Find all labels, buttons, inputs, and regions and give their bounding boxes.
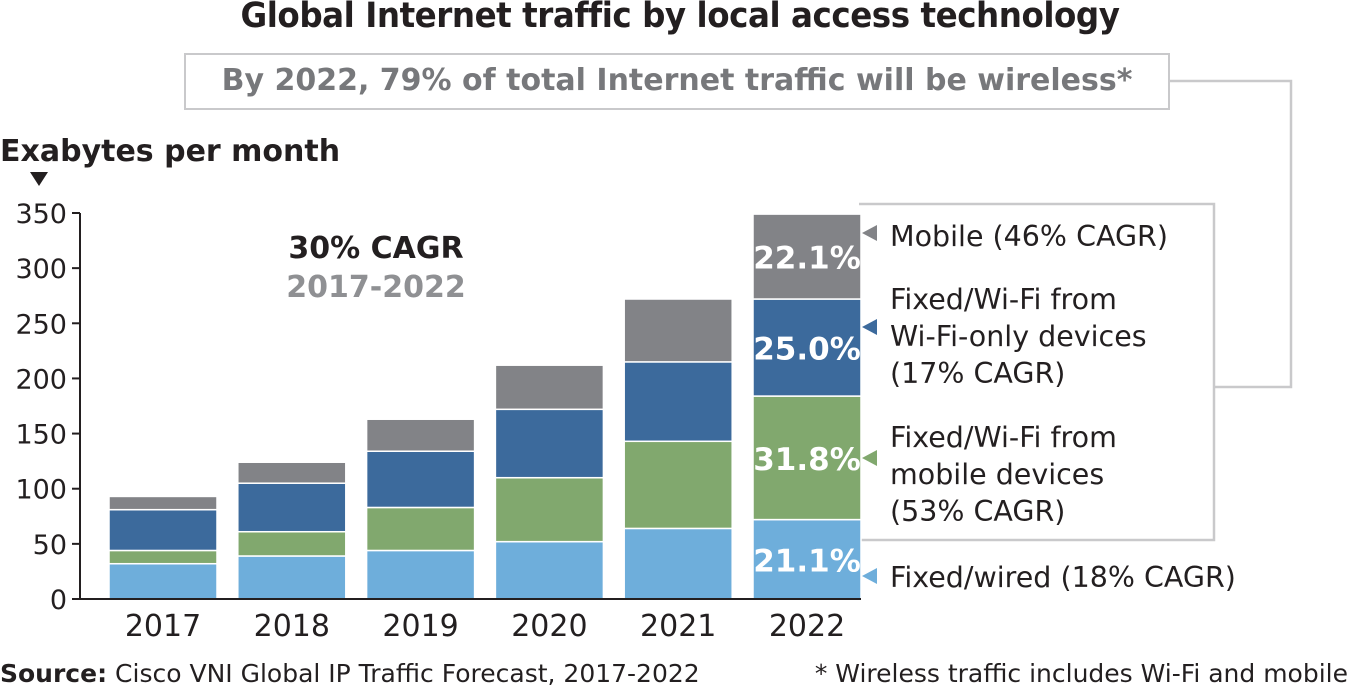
source-text: Cisco VNI Global IP Traffic Forecast, 20… <box>115 659 700 688</box>
legend-label: (53% CAGR) <box>890 495 1065 528</box>
chart-title: Global Internet traffic by local access … <box>240 0 1120 36</box>
y-tick-label: 100 <box>15 475 67 506</box>
bar-segment <box>494 408 605 479</box>
x-tick-label: 2019 <box>382 609 458 644</box>
bar-segment <box>752 518 862 600</box>
x-tick-label: 2021 <box>640 609 716 644</box>
bar-segment <box>494 540 605 600</box>
bar-segment <box>494 476 605 543</box>
cagr-period-label: 2017-2022 <box>286 270 465 305</box>
legend-label: Fixed/wired (18% CAGR) <box>890 561 1236 594</box>
subtitle-box: By 2022, 79% of total Internet traffic w… <box>184 53 1170 110</box>
legend-arrow-icon <box>862 319 877 335</box>
y-axis-arrow-icon <box>30 172 48 186</box>
bar-segment <box>623 527 733 600</box>
legend-label: Fixed/Wi-Fi from <box>890 283 1117 316</box>
x-tick-label: 2017 <box>125 609 201 644</box>
footnote: * Wireless traffic includes Wi-Fi and mo… <box>814 659 1348 688</box>
y-tick-label: 0 <box>50 585 67 616</box>
legend-label: Mobile (46% CAGR) <box>890 220 1168 253</box>
x-tick-label: 2022 <box>769 609 845 644</box>
legend-label: Wi-Fi-only devices <box>890 320 1147 353</box>
bar-segment <box>365 418 476 452</box>
bar-segment <box>623 361 733 443</box>
data-label: 31.8% <box>753 442 861 478</box>
legend-label: mobile devices <box>890 458 1104 491</box>
chart-subtitle: By 2022, 79% of total Internet traffic w… <box>221 63 1133 98</box>
bar-segment <box>623 440 733 530</box>
bracket-connector <box>1170 79 1293 389</box>
legend-label: Fixed/Wi-Fi from <box>890 421 1117 454</box>
y-tick-label: 350 <box>15 199 67 230</box>
source-label: Source: <box>0 659 108 688</box>
legend-arrow-icon <box>862 450 877 466</box>
legend-arrow-icon <box>862 568 877 584</box>
x-tick-label: 2020 <box>511 609 587 644</box>
bar-segment <box>237 482 347 533</box>
bar-segment <box>365 506 476 552</box>
bar-segment <box>108 549 218 565</box>
y-tick-label: 200 <box>15 364 67 395</box>
legend-bracket <box>859 202 1216 542</box>
bar-segment <box>108 508 218 552</box>
bar-segment <box>752 395 862 521</box>
bar-segment <box>752 213 862 300</box>
y-tick-label: 150 <box>15 420 67 451</box>
bar-segment <box>108 562 218 600</box>
legend-label: (17% CAGR) <box>890 357 1065 390</box>
bar-segment <box>365 549 476 600</box>
bar-segment <box>108 495 218 511</box>
bar-segment <box>237 461 347 484</box>
bar-segment <box>365 450 476 509</box>
y-tick-label: 300 <box>15 254 67 285</box>
y-tick-label: 250 <box>15 309 67 340</box>
data-label: 21.1% <box>753 543 861 579</box>
data-label: 25.0% <box>753 332 861 368</box>
x-tick-label: 2018 <box>254 609 330 644</box>
data-label: 22.1% <box>753 241 861 277</box>
bar-segment <box>237 555 347 600</box>
y-tick-label: 50 <box>33 530 67 561</box>
y-axis-label: Exabytes per month <box>0 134 341 169</box>
bar-segment <box>494 364 605 411</box>
legend-arrow-icon <box>862 225 877 241</box>
cagr-label: 30% CAGR <box>288 231 463 266</box>
bar-segment <box>237 530 347 557</box>
bar-segment <box>623 298 733 363</box>
source-note: Source: Cisco VNI Global IP Traffic Fore… <box>0 659 700 688</box>
